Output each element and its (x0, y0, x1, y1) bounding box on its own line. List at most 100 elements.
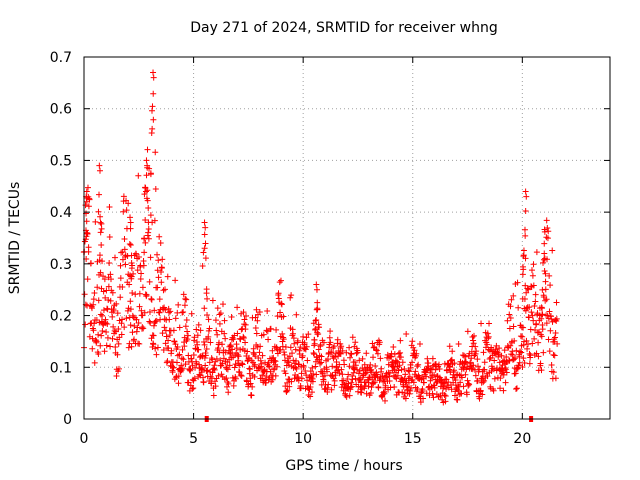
data-point (542, 270, 549, 277)
data-point (127, 225, 134, 232)
data-point (158, 268, 165, 275)
data-point (288, 378, 295, 385)
data-point (242, 339, 249, 346)
data-point (382, 397, 389, 404)
data-point (506, 357, 513, 364)
data-point (143, 172, 150, 179)
data-point (452, 377, 459, 384)
data-point (223, 383, 230, 390)
data-point (135, 320, 142, 327)
data-point (448, 356, 455, 363)
data-point (550, 351, 557, 358)
data-point (115, 340, 122, 347)
data-point (479, 391, 486, 398)
data-point (150, 74, 157, 81)
data-point (510, 323, 517, 330)
data-point (367, 361, 374, 368)
data-point (131, 336, 138, 343)
data-point (532, 298, 539, 305)
data-point (256, 308, 263, 315)
data-point (546, 272, 553, 279)
data-point (282, 370, 289, 377)
data-point (195, 346, 202, 353)
data-point (144, 197, 151, 204)
data-point (343, 393, 350, 400)
data-point (129, 289, 136, 296)
data-point (313, 371, 320, 378)
data-point (455, 340, 462, 347)
y-axis-label: SRMTID / TECUs (7, 182, 23, 295)
data-point (550, 369, 557, 376)
data-point (264, 308, 271, 315)
data-point (284, 379, 291, 386)
data-point (542, 286, 549, 293)
y-tick-label: 0 (63, 412, 72, 428)
data-point (549, 247, 556, 254)
data-point (273, 326, 280, 333)
data-point (95, 297, 102, 304)
data-point (476, 395, 483, 402)
data-point (520, 252, 527, 259)
data-point (523, 289, 530, 296)
data-point (234, 330, 241, 337)
data-point (533, 320, 540, 327)
data-point (121, 235, 128, 242)
data-point (93, 338, 100, 345)
data-point (372, 362, 379, 369)
data-point (83, 218, 90, 225)
data-point (346, 363, 353, 370)
data-point (84, 231, 91, 238)
data-point (204, 312, 211, 319)
data-point (298, 370, 305, 377)
data-point (202, 224, 209, 231)
data-point (217, 310, 224, 317)
data-point (496, 359, 503, 366)
data-point (299, 352, 306, 359)
data-point (176, 324, 183, 331)
data-point (160, 287, 167, 294)
data-point (539, 305, 546, 312)
data-point (126, 281, 133, 288)
data-point (501, 347, 508, 354)
data-point (538, 315, 545, 322)
data-point (531, 335, 538, 342)
data-point (530, 317, 537, 324)
data-point (147, 212, 154, 219)
data-point (140, 262, 147, 269)
data-point (427, 369, 434, 376)
data-point (373, 346, 380, 353)
data-point (541, 255, 548, 262)
data-point (188, 310, 195, 317)
data-point (100, 307, 107, 314)
data-point (108, 276, 115, 283)
data-point (227, 350, 234, 357)
data-point (460, 383, 467, 390)
data-point (236, 335, 243, 342)
data-point (143, 157, 150, 164)
data-point (167, 308, 174, 315)
data-point (150, 69, 157, 76)
data-point (484, 373, 491, 380)
data-point (133, 328, 140, 335)
data-point (227, 343, 234, 350)
data-point (149, 107, 156, 114)
data-point (287, 344, 294, 351)
axis-ticks (83, 56, 610, 420)
data-point (542, 278, 549, 285)
data-point (175, 380, 182, 387)
data-point (285, 362, 292, 369)
data-point (83, 198, 90, 205)
data-point (150, 90, 157, 97)
data-point (267, 325, 274, 332)
data-point (244, 348, 251, 355)
data-point (98, 242, 105, 249)
data-point (519, 363, 526, 370)
data-point (528, 283, 535, 290)
data-point (109, 335, 116, 342)
data-point (454, 396, 461, 403)
data-point (221, 317, 228, 324)
data-point (205, 316, 212, 323)
data-point (148, 295, 155, 302)
data-point (407, 387, 414, 394)
data-point (128, 343, 135, 350)
